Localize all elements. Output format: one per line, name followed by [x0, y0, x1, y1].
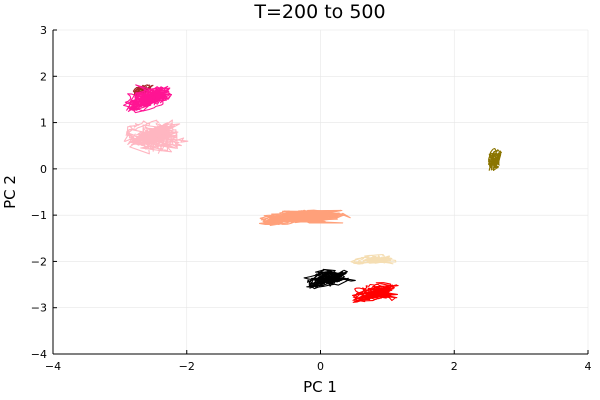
y-axis-label: PC 2 — [1, 175, 19, 209]
x-tick-label: 4 — [585, 360, 592, 373]
y-tick-label: 1 — [40, 117, 47, 130]
series-line — [266, 209, 345, 224]
series-5 — [350, 253, 397, 265]
x-tick-label: 0 — [317, 360, 324, 373]
y-tick-label: −3 — [31, 302, 47, 315]
tick-labels: −4 −2 0 2 4 −4 −3 −2 −1 0 1 2 3 — [31, 24, 592, 373]
y-tick-label: −4 — [31, 348, 47, 361]
y-tick-label: 0 — [40, 163, 47, 176]
series-line — [351, 284, 399, 303]
series-4 — [258, 209, 351, 226]
series-line — [308, 270, 356, 290]
x-axis-label: PC 1 — [303, 378, 337, 396]
series-line — [131, 84, 173, 112]
y-tick-label: −2 — [31, 255, 47, 268]
series-2 — [123, 119, 189, 155]
series-7 — [351, 282, 399, 303]
series-layer — [123, 84, 502, 303]
x-tick-label: 2 — [451, 360, 458, 373]
y-tick-label: 2 — [40, 70, 47, 83]
axes — [52, 29, 589, 355]
x-tick-label: −4 — [45, 360, 61, 373]
chart-title: T=200 to 500 — [253, 1, 385, 23]
series-line — [128, 122, 189, 150]
y-tick-label: −1 — [31, 209, 47, 222]
series-line — [487, 150, 502, 171]
series-line — [123, 85, 170, 114]
x-tick-label: −2 — [179, 360, 195, 373]
series-6 — [303, 268, 356, 290]
series-1 — [123, 84, 173, 114]
series-3 — [487, 147, 502, 171]
series-line — [353, 255, 397, 264]
y-tick-label: 3 — [40, 24, 47, 37]
